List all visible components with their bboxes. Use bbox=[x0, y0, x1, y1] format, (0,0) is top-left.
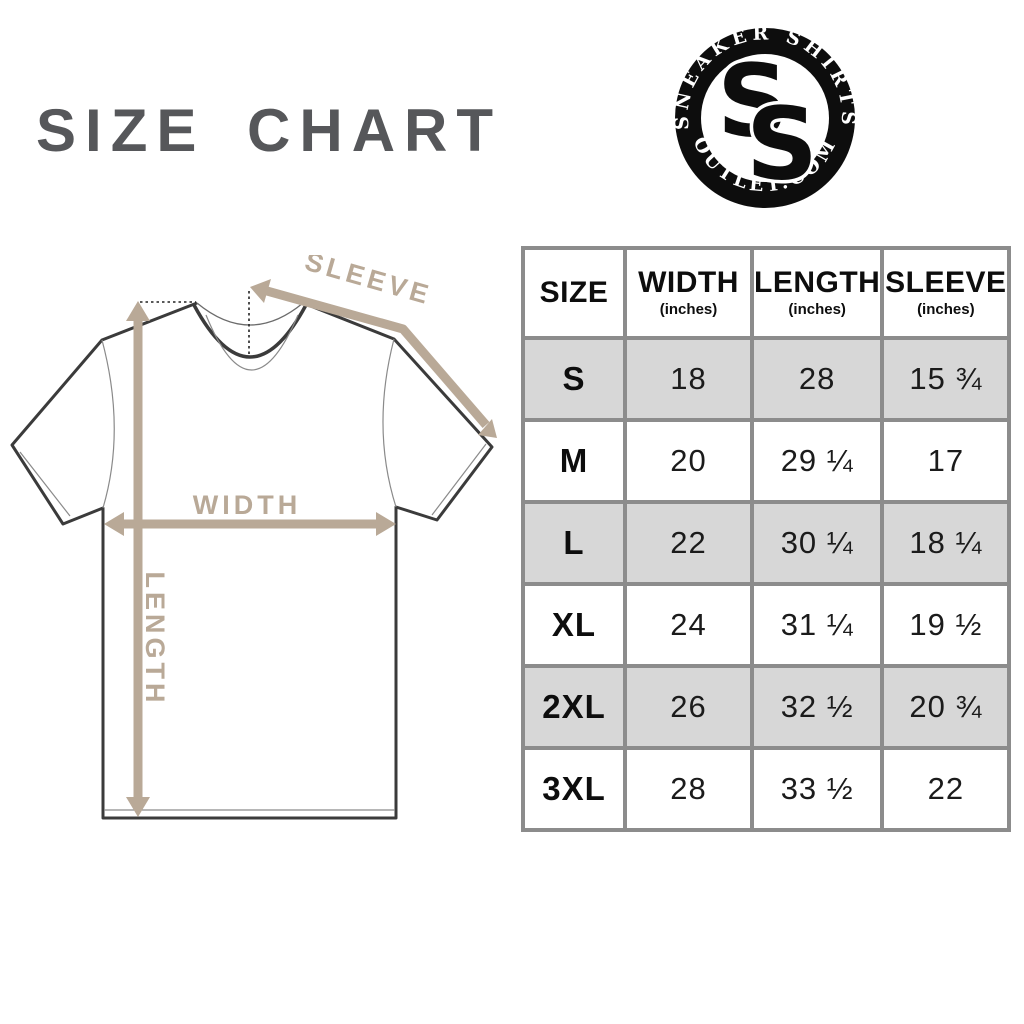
collar-top-edge bbox=[196, 302, 304, 326]
length-value: 28 bbox=[749, 336, 885, 422]
tshirt-measurement-diagram: WIDTH LENGTH SLEEVE bbox=[10, 255, 497, 820]
sleeve-value: 17 bbox=[880, 418, 1012, 504]
brand-logo: SNEAKER SHIRTS OUTLET.COM S S bbox=[672, 25, 855, 208]
sleeve-arrow bbox=[250, 279, 497, 438]
table-row: S 18 28 15 ¾ bbox=[521, 336, 1012, 422]
width-value: 20 bbox=[623, 418, 754, 504]
sleeve-value: 20 ¾ bbox=[880, 664, 1012, 750]
tshirt-outline bbox=[10, 301, 494, 820]
size-label: L bbox=[521, 500, 627, 586]
length-value: 31 ¼ bbox=[749, 582, 885, 668]
width-label: WIDTH bbox=[193, 490, 301, 520]
sleeve-value: 18 ¼ bbox=[880, 500, 1012, 586]
table-row: 3XL 28 33 ½ 22 bbox=[521, 746, 1012, 832]
left-armhole-seam bbox=[101, 339, 115, 509]
size-label: M bbox=[521, 418, 627, 504]
length-value: 33 ½ bbox=[749, 746, 885, 832]
length-label: LENGTH bbox=[140, 572, 170, 707]
header-size: SIZE bbox=[521, 246, 627, 340]
table-row: M 20 29 ¼ 17 bbox=[521, 418, 1012, 504]
logo-inner-circle bbox=[701, 54, 829, 182]
width-value: 22 bbox=[623, 500, 754, 586]
length-arrow bbox=[126, 301, 150, 817]
header-sleeve: SLEEVE (inches) bbox=[880, 246, 1012, 340]
width-value: 18 bbox=[623, 336, 754, 422]
length-value: 30 ¼ bbox=[749, 500, 885, 586]
table-row: XL 24 31 ¼ 19 ½ bbox=[521, 582, 1012, 668]
width-value: 28 bbox=[623, 746, 754, 832]
header-length: LENGTH (inches) bbox=[749, 246, 885, 340]
sleeve-value: 22 bbox=[880, 746, 1012, 832]
table-row: 2XL 26 32 ½ 20 ¾ bbox=[521, 664, 1012, 750]
table-row: L 22 30 ¼ 18 ¼ bbox=[521, 500, 1012, 586]
tshirt-body bbox=[12, 303, 492, 818]
size-label: XL bbox=[521, 582, 627, 668]
size-label: 3XL bbox=[521, 746, 627, 832]
width-arrow bbox=[104, 512, 396, 536]
collar-inner-seam bbox=[205, 314, 299, 371]
monogram-s2: S bbox=[746, 86, 818, 203]
size-label: 2XL bbox=[521, 664, 627, 750]
size-label: S bbox=[521, 336, 627, 422]
monogram-s1: S bbox=[717, 43, 789, 160]
right-cuff-seam bbox=[431, 443, 487, 516]
width-value: 24 bbox=[623, 582, 754, 668]
size-table: SIZE WIDTH (inches) LENGTH (inches) SLEE… bbox=[521, 246, 1012, 832]
sleeve-value: 19 ½ bbox=[880, 582, 1012, 668]
page-title: SIZE CHART bbox=[36, 97, 502, 164]
header-width: WIDTH (inches) bbox=[623, 246, 754, 340]
left-cuff-seam bbox=[19, 451, 71, 517]
right-armhole-seam bbox=[382, 338, 397, 508]
length-value: 32 ½ bbox=[749, 664, 885, 750]
sleeve-value: 15 ¾ bbox=[880, 336, 1012, 422]
width-value: 26 bbox=[623, 664, 754, 750]
length-value: 29 ¼ bbox=[749, 418, 885, 504]
size-table-header-row: SIZE WIDTH (inches) LENGTH (inches) SLEE… bbox=[521, 246, 1012, 340]
logo-ss-monogram: S S bbox=[713, 39, 821, 206]
